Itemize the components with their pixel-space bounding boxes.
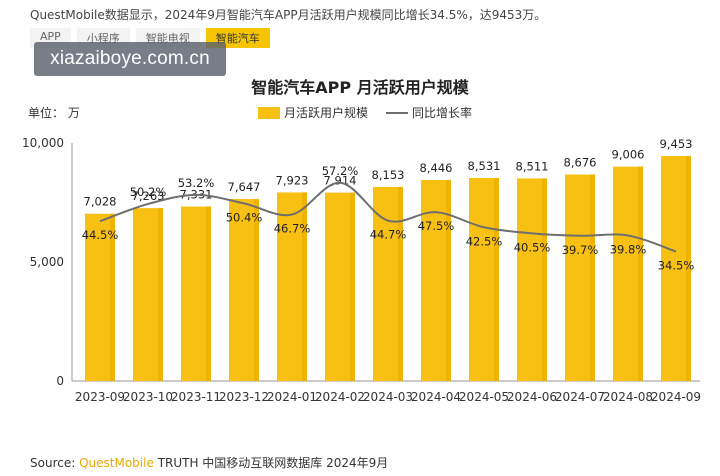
legend-bar-label: 月活跃用户规模 bbox=[284, 106, 369, 120]
growth-rate-label: 39.7% bbox=[562, 243, 599, 257]
bar-shade bbox=[638, 166, 643, 381]
growth-rate-label: 50.2% bbox=[130, 185, 167, 199]
header-description: QuestMobile数据显示，2024年9月智能汽车APP月活跃用户规模同比增… bbox=[30, 8, 547, 22]
growth-rate-label: 50.4% bbox=[226, 210, 263, 224]
x-tick-label: 2024-06 bbox=[507, 390, 557, 404]
x-tick-label: 2024-09 bbox=[651, 390, 701, 404]
bar-value-label: 7,923 bbox=[276, 173, 309, 187]
bar-shade bbox=[350, 192, 355, 381]
x-tick-label: 2024-04 bbox=[411, 390, 461, 404]
x-tick-label: 2024-07 bbox=[555, 390, 605, 404]
bar-shade bbox=[686, 156, 691, 381]
x-tick-label: 2024-01 bbox=[267, 390, 317, 404]
x-tick-label: 2024-05 bbox=[459, 390, 509, 404]
x-tick-label: 2023-12 bbox=[219, 390, 269, 404]
growth-rate-line bbox=[99, 181, 677, 253]
bar-value-label: 8,153 bbox=[372, 168, 405, 182]
chart-title: 智能汽车APP 月活跃用户规模 bbox=[251, 78, 469, 97]
bar-shade bbox=[206, 206, 211, 381]
bar-value-label: 9,006 bbox=[612, 148, 645, 162]
y-tick-label: 10,000 bbox=[22, 136, 64, 150]
bar-value-label: 7,028 bbox=[84, 195, 117, 209]
bar-shade bbox=[302, 192, 307, 381]
bar-shade bbox=[110, 213, 115, 381]
growth-rate-label: 53.2% bbox=[178, 176, 215, 190]
legend: 月活跃用户规模 同比增长率 bbox=[258, 104, 472, 121]
legend-line-swatch bbox=[386, 111, 409, 114]
growth-rate-label: 34.5% bbox=[658, 259, 695, 273]
growth-rate-label: 44.5% bbox=[82, 228, 119, 242]
bar-shade bbox=[542, 178, 547, 381]
x-tick-label: 2023-10 bbox=[123, 390, 173, 404]
bar-value-label: 7,647 bbox=[228, 180, 261, 194]
growth-rate-label: 57.2% bbox=[322, 164, 359, 178]
bar-shade bbox=[446, 179, 451, 381]
x-tick-label: 2024-03 bbox=[363, 390, 413, 404]
x-tick-label: 2023-09 bbox=[75, 390, 125, 404]
legend-bar-swatch bbox=[258, 106, 280, 119]
source-brand: QuestMobile bbox=[79, 456, 154, 470]
source-line: Source: QuestMobile TRUTH 中国移动互联网数据库 202… bbox=[30, 454, 388, 471]
bar-value-label: 8,531 bbox=[468, 159, 501, 173]
x-tick-label: 2024-02 bbox=[315, 390, 365, 404]
x-tick-label: 2024-08 bbox=[603, 390, 653, 404]
growth-rate-label: 40.5% bbox=[514, 240, 551, 254]
unit-label: 单位： 万 bbox=[28, 106, 80, 120]
bar-value-label: 7,263 bbox=[132, 189, 165, 203]
legend-line-label: 同比增长率 bbox=[412, 106, 473, 120]
watermark: xiazaiboye.com.cn bbox=[34, 42, 226, 76]
bar-value-label: 8,676 bbox=[564, 156, 597, 170]
growth-rate-label: 44.7% bbox=[370, 228, 407, 242]
growth-rate-label: 39.8% bbox=[610, 242, 647, 256]
growth-rate-label: 46.7% bbox=[274, 222, 311, 236]
bar-shade bbox=[590, 174, 595, 381]
growth-rate-label: 47.5% bbox=[418, 219, 455, 233]
y-tick-label: 5,000 bbox=[30, 255, 64, 269]
source-rest: TRUTH 中国移动互联网数据库 2024年9月 bbox=[157, 456, 389, 470]
bar-value-label: 8,511 bbox=[516, 159, 549, 173]
bar-value-label: 8,446 bbox=[420, 161, 453, 175]
bar-shade bbox=[398, 186, 403, 381]
x-tick-label: 2023-11 bbox=[171, 390, 221, 404]
bar-shade bbox=[158, 208, 163, 381]
y-tick-label: 0 bbox=[56, 374, 64, 388]
bar-shade bbox=[254, 199, 259, 381]
source-prefix: Source: bbox=[30, 456, 76, 470]
growth-rate-label: 42.5% bbox=[466, 234, 503, 248]
bar-value-label: 9,453 bbox=[660, 137, 693, 151]
bar-shade bbox=[494, 177, 499, 381]
